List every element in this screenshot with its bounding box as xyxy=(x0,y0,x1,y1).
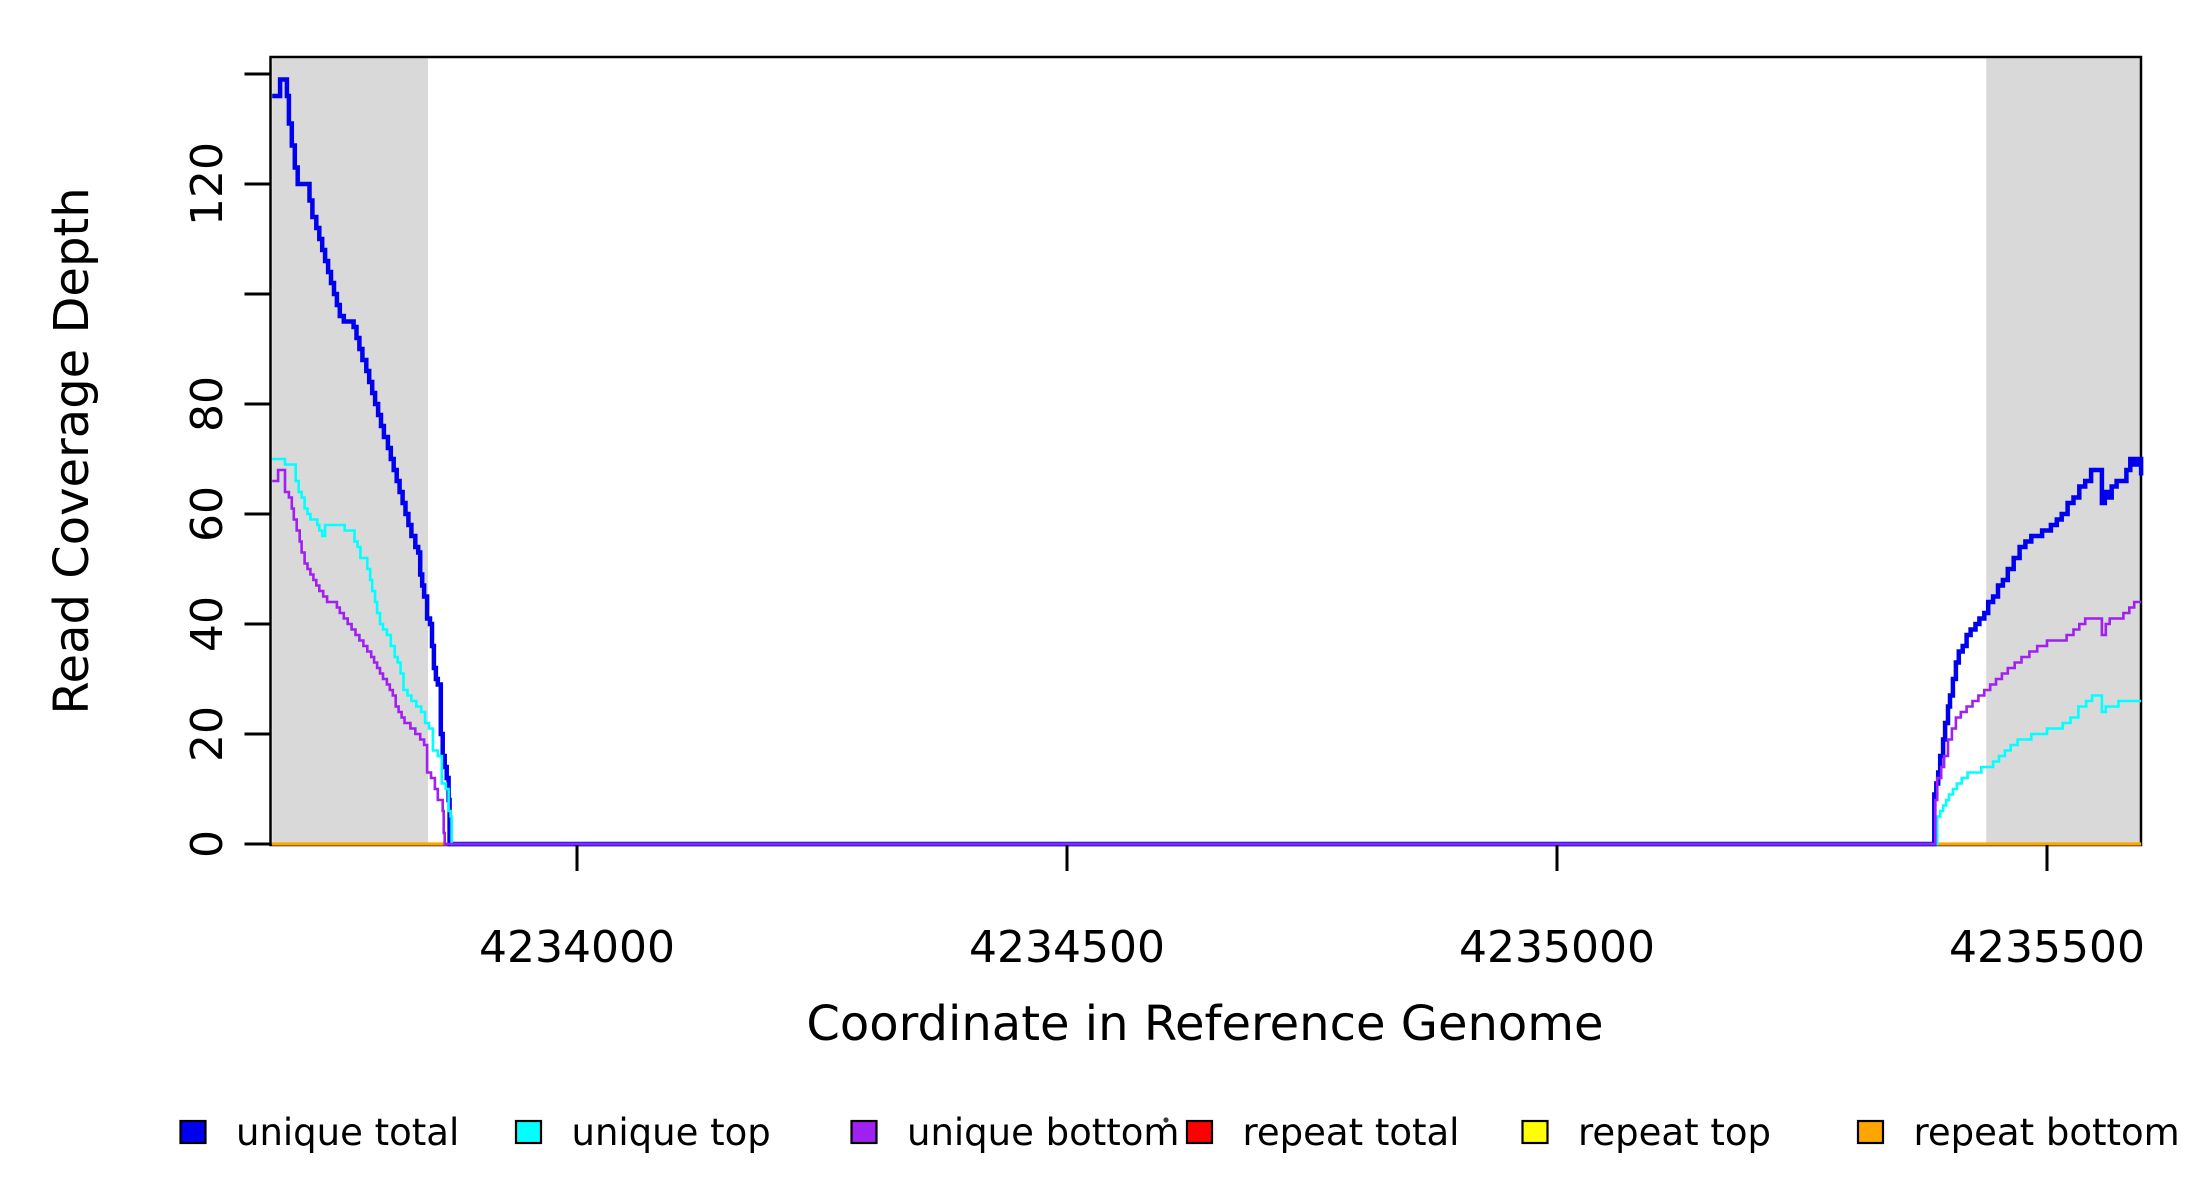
y-tick-label: 120 xyxy=(182,142,233,226)
x-tick-label: 4235500 xyxy=(1949,922,2145,973)
shaded-region-right xyxy=(1986,58,2141,844)
legend-label-unique-bottom: unique bottom xyxy=(907,1111,1179,1154)
legend-label-repeat-bottom: repeat bottom xyxy=(1914,1111,2180,1154)
x-axis-title: Coordinate in Reference Genome xyxy=(806,996,1603,1052)
stray-dot-artifact xyxy=(1163,1117,1169,1123)
legend-swatch-repeat-bottom xyxy=(1856,1119,1885,1145)
legend-swatch-repeat-top xyxy=(1521,1119,1549,1145)
legend-label-unique-top: unique top xyxy=(572,1111,771,1154)
y-tick-label: 60 xyxy=(182,486,233,542)
legend: unique total unique top unique bottom repea… xyxy=(179,1111,2180,1154)
legend-swatch-repeat-total xyxy=(1185,1119,1214,1145)
y-tick-label: 80 xyxy=(182,376,233,432)
x-tick-label: 4234000 xyxy=(479,922,675,973)
y-axis-title: Read Coverage Depth xyxy=(44,187,100,714)
legend-swatch-unique-total xyxy=(179,1119,207,1145)
legend-swatch-unique-top xyxy=(514,1119,543,1145)
series-unique-bottom xyxy=(272,468,2142,846)
y-tick-label: 40 xyxy=(182,596,233,652)
y-tick-label: 20 xyxy=(182,706,233,762)
series-unique-top xyxy=(272,457,2142,846)
legend-label-repeat-top: repeat top xyxy=(1578,1111,1771,1154)
x-tick-label: 4234500 xyxy=(969,922,1165,973)
legend-label-repeat-total: repeat total xyxy=(1243,1111,1460,1154)
repeat-shaded-regions xyxy=(272,58,2141,844)
series-unique-total xyxy=(272,77,2144,847)
y-tick-label: 0 xyxy=(182,830,233,858)
legend-label-unique-total: unique total xyxy=(236,1111,459,1154)
y-axis: 0 20 40 60 80 120 xyxy=(182,72,271,858)
legend-swatch-unique-bottom xyxy=(850,1119,878,1145)
x-axis: 4234000 4234500 4235000 4235500 xyxy=(479,845,2145,973)
series-lines xyxy=(272,77,2144,847)
x-tick-label: 4235000 xyxy=(1459,922,1655,973)
